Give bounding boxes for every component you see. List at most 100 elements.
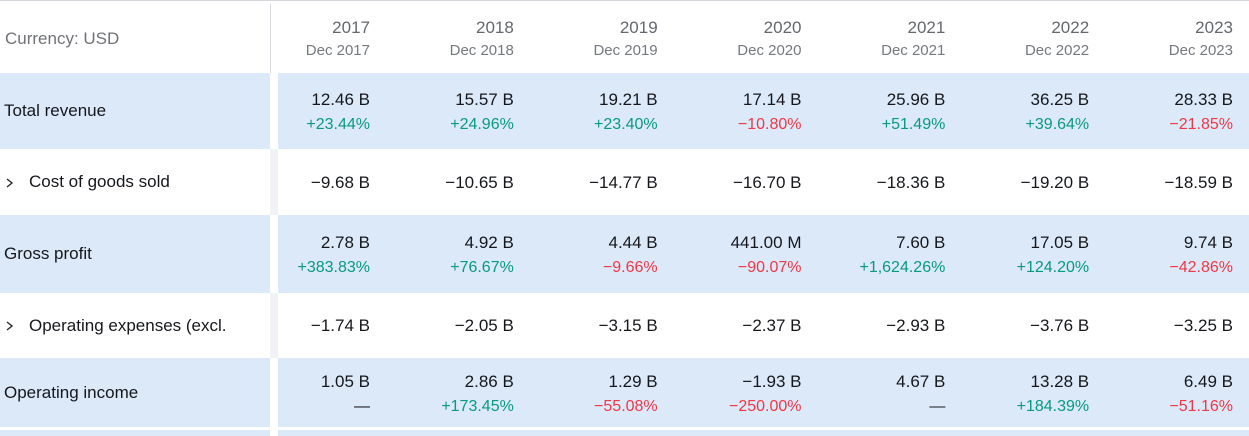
cell-value: −3.76 B — [1030, 316, 1090, 335]
value-cell: 2.86 B +173.45% — [386, 358, 530, 427]
column-divider — [270, 4, 278, 73]
column-divider — [270, 149, 278, 215]
row-label-cell[interactable]: Operating expenses (excl. — [0, 293, 270, 358]
cell-value: −2.93 B — [886, 316, 946, 335]
cell-value: 6.49 B — [1183, 371, 1233, 391]
column-year: 2020 — [763, 18, 802, 37]
cell-value: 28.33 B — [1174, 90, 1233, 109]
cell-change: −21.85% — [1169, 116, 1233, 133]
value-cell: 6.49 B −51.16% — [1105, 358, 1249, 427]
cell-change: +1,624.26% — [859, 259, 946, 276]
row-label-cell[interactable]: Cost of goods sold — [0, 149, 270, 215]
cell-change: — — [929, 397, 946, 415]
column-year: 2019 — [619, 18, 658, 37]
cell-value: −2.05 B — [454, 316, 514, 335]
row-cost-of-goods-sold[interactable]: Cost of goods sold −9.68 B −10.65 B −14.77 … — [0, 149, 1249, 215]
chevron-right-icon[interactable] — [5, 320, 14, 332]
cell-value: 36.25 B — [1030, 90, 1090, 109]
value-cell: −2.05 B — [386, 293, 530, 358]
value-cell: −1.74 B — [278, 293, 386, 358]
column-divider — [270, 430, 278, 436]
cell-change: +383.83% — [297, 259, 370, 276]
column-header-2021: 2021 Dec 2021 — [817, 4, 961, 73]
row-label-cell[interactable]: Operating income — [0, 358, 270, 427]
row-label: Gross profit — [4, 244, 92, 263]
value-cell: −18.36 B — [817, 149, 961, 215]
row-label: Operating expenses (excl. — [29, 315, 227, 335]
value-cell: 19.21 B +23.40% — [530, 73, 674, 149]
cell-value: 15.57 B — [455, 90, 514, 109]
value-cell: −16.70 B — [674, 149, 818, 215]
column-header-2017: 2017 Dec 2017 — [278, 4, 386, 73]
row-label: Cost of goods sold — [29, 172, 170, 191]
value-cell: 13.28 B +184.39% — [961, 358, 1105, 427]
cell-value: 4.67 B — [896, 371, 946, 391]
value-cell: −9.68 B — [278, 149, 386, 215]
column-header-2023: 2023 Dec 2023 — [1105, 4, 1249, 73]
cell-value: 1.05 B — [320, 371, 370, 391]
value-cell: 441.00 M −90.07% — [674, 215, 818, 293]
column-period: Dec 2023 — [1168, 42, 1233, 59]
value-cell: 15.57 B +24.96% — [386, 73, 530, 149]
value-cell: 36.25 B +39.64% — [961, 73, 1105, 149]
cell-value: 13.28 B — [1030, 371, 1090, 391]
cell-value: −2.37 B — [742, 316, 802, 335]
cell-value: 1.29 B — [608, 371, 658, 391]
cell-change: +23.40% — [594, 116, 658, 133]
value-cell: 1.05 B — — [278, 358, 386, 427]
cell-value: 2.86 B — [464, 371, 514, 391]
column-divider — [270, 293, 278, 358]
value-cell: −2.37 B — [674, 293, 818, 358]
value-cell: 12.46 B +23.44% — [278, 73, 386, 149]
cell-change: +39.64% — [1025, 116, 1090, 133]
column-period: Dec 2020 — [737, 42, 802, 59]
cell-value: 19.21 B — [599, 90, 658, 109]
currency-label: Currency: USD — [5, 28, 120, 48]
cell-value: 12.46 B — [311, 90, 370, 109]
row-operating-expenses-excl[interactable]: Operating expenses (excl. −1.74 B −2.05 B −… — [0, 293, 1249, 358]
cell-value: −18.59 B — [1164, 172, 1233, 192]
column-header-2020: 2020 Dec 2020 — [674, 4, 818, 73]
cell-value: 2.78 B — [320, 233, 370, 252]
next-row-label-area — [0, 430, 270, 436]
cell-change: −51.16% — [1169, 397, 1233, 415]
row-operating-income[interactable]: Operating income 1.05 B — 2.86 B +173.45% 1.2… — [0, 358, 1249, 427]
next-row-data-area — [278, 430, 1249, 436]
cell-change: −55.08% — [594, 397, 658, 415]
cell-value: 441.00 M — [730, 233, 802, 252]
row-label: Operating income — [4, 382, 139, 402]
cell-value: −10.65 B — [445, 172, 514, 192]
cell-change: −90.07% — [737, 259, 802, 276]
column-divider — [270, 73, 278, 149]
cell-value: −18.36 B — [876, 172, 946, 192]
value-cell: −2.93 B — [817, 293, 961, 358]
cell-change: +76.67% — [450, 259, 514, 276]
cell-change: −250.00% — [728, 397, 802, 415]
header-row: Currency: USD 2017 Dec 2017 2018 Dec 2018 20… — [0, 1, 1249, 73]
row-total-revenue[interactable]: Total revenue 12.46 B +23.44% 15.57 B +24.96… — [0, 73, 1249, 149]
cell-value: 9.74 B — [1183, 233, 1233, 252]
cell-value: 4.44 B — [608, 233, 658, 252]
row-label-cell[interactable]: Gross profit — [0, 215, 270, 293]
column-year: 2017 — [332, 18, 370, 37]
cell-value: 25.96 B — [886, 90, 946, 109]
cell-value: −14.77 B — [589, 172, 658, 192]
chevron-right-icon[interactable] — [5, 177, 14, 189]
row-gross-profit[interactable]: Gross profit 2.78 B +383.83% 4.92 B +76.67% 4… — [0, 215, 1249, 293]
cell-change: — — [354, 397, 370, 415]
cell-change: +24.96% — [450, 116, 514, 133]
cell-value: 7.60 B — [896, 233, 946, 252]
column-period: Dec 2017 — [305, 42, 370, 59]
row-label-cell[interactable]: Total revenue — [0, 73, 270, 149]
cell-change: −42.86% — [1169, 259, 1233, 276]
value-cell: 17.05 B +124.20% — [961, 215, 1105, 293]
cell-value: −9.68 B — [310, 172, 370, 192]
row-label: Total revenue — [4, 101, 107, 120]
column-year: 2021 — [907, 18, 946, 37]
cell-value: −16.70 B — [732, 172, 802, 192]
cell-change: −9.66% — [602, 259, 658, 276]
value-cell: 4.67 B — — [817, 358, 961, 427]
value-cell: −18.59 B — [1105, 149, 1249, 215]
table-body: Total revenue 12.46 B +23.44% 15.57 B +24.96… — [0, 73, 1249, 427]
